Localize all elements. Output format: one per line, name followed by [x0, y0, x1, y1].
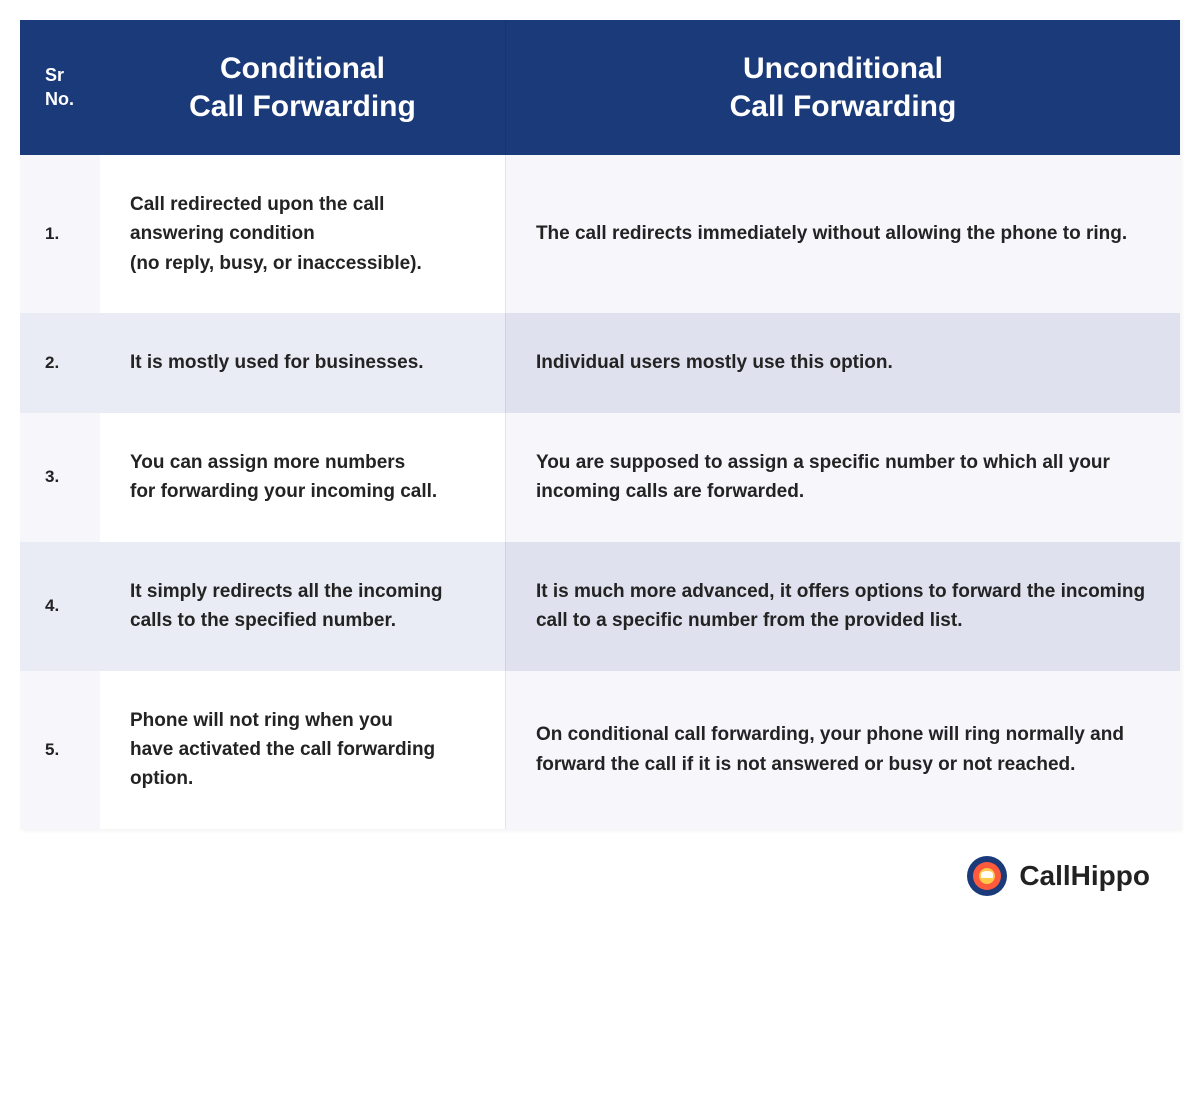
conditional-cell: Call redirected upon the call answering … [100, 155, 505, 313]
table-row: 1.Call redirected upon the call answerin… [20, 155, 1180, 313]
unconditional-header: UnconditionalCall Forwarding [505, 20, 1180, 155]
sr-cell: 5. [20, 671, 100, 829]
unconditional-cell: On conditional call forwarding, your pho… [505, 671, 1180, 829]
conditional-cell: You can assign more numbersfor forwardin… [100, 413, 505, 542]
footer-brand: CallHippo [20, 829, 1180, 898]
table-row: 3.You can assign more numbersfor forward… [20, 413, 1180, 542]
unconditional-cell: You are supposed to assign a specific nu… [505, 413, 1180, 542]
conditional-cell: It is mostly used for businesses. [100, 313, 505, 412]
table-row: 5.Phone will not ring when youhave activ… [20, 671, 1180, 829]
brand-name: CallHippo [1019, 860, 1150, 892]
sr-cell: 1. [20, 155, 100, 313]
unconditional-cell: It is much more advanced, it offers opti… [505, 542, 1180, 671]
unconditional-cell: Individual users mostly use this option. [505, 313, 1180, 412]
sr-cell: 4. [20, 542, 100, 671]
table-row: 4.It simply redirects all the incoming c… [20, 542, 1180, 671]
comparison-table: SrNo. ConditionalCall Forwarding Uncondi… [20, 20, 1180, 829]
table-body: 1.Call redirected upon the call answerin… [20, 155, 1180, 829]
conditional-cell: Phone will not ring when youhave activat… [100, 671, 505, 829]
conditional-cell: It simply redirects all the incoming cal… [100, 542, 505, 671]
table-header-row: SrNo. ConditionalCall Forwarding Uncondi… [20, 20, 1180, 155]
conditional-header: ConditionalCall Forwarding [100, 20, 505, 155]
callhippo-logo-icon [965, 854, 1009, 898]
unconditional-cell: The call redirects immediately without a… [505, 155, 1180, 313]
table-row: 2.It is mostly used for businesses.Indiv… [20, 313, 1180, 412]
sr-cell: 3. [20, 413, 100, 542]
sr-cell: 2. [20, 313, 100, 412]
sr-no-header: SrNo. [20, 20, 100, 155]
